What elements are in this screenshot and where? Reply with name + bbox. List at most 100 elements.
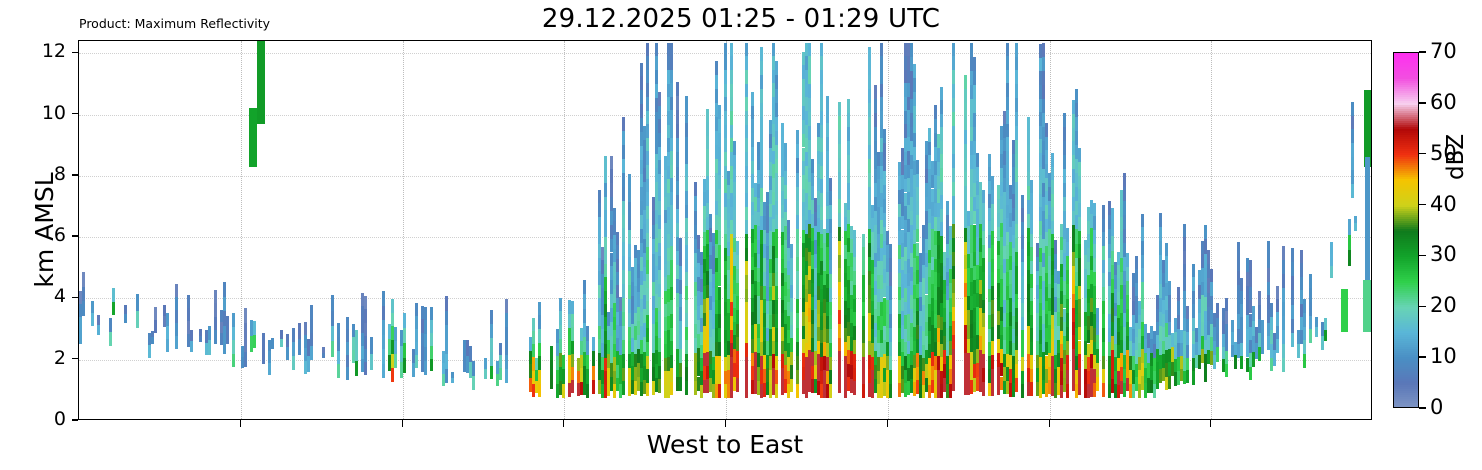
reflectivity-cell: [802, 120, 806, 134]
reflectivity-column: [1246, 258, 1250, 372]
reflectivity-cell: [898, 314, 902, 329]
reflectivity-cell: [1156, 308, 1160, 323]
reflectivity-cell: [670, 205, 674, 219]
reflectivity-cell: [1252, 321, 1256, 337]
reflectivity-cell: [1192, 277, 1196, 291]
reflectivity-cell: [1282, 358, 1286, 373]
colorbar-segment: [1394, 301, 1418, 304]
reflectivity-cell: [781, 286, 785, 300]
reflectivity-cell: [709, 227, 713, 242]
reflectivity-cell: [1027, 186, 1031, 201]
reflectivity-cell: [952, 335, 956, 350]
reflectivity-cell: [253, 334, 257, 349]
reflectivity-cell: [1045, 273, 1049, 288]
reflectivity-cell: [388, 323, 392, 340]
reflectivity-cell: [667, 83, 671, 98]
reflectivity-cell: [1165, 309, 1169, 324]
reflectivity-cell: [820, 247, 824, 262]
reflectivity-cell: [550, 360, 554, 375]
reflectivity-cell: [844, 300, 848, 315]
colorbar-segment: [1394, 53, 1418, 56]
reflectivity-cell: [706, 365, 710, 380]
reflectivity-cell: [937, 161, 941, 176]
reflectivity-cell: [886, 314, 890, 329]
reflectivity-cell: [730, 302, 734, 316]
reflectivity-cell: [1048, 187, 1052, 201]
reflectivity-cell: [904, 97, 908, 111]
reflectivity-cell: [634, 244, 638, 259]
reflectivity-cell: [745, 356, 749, 371]
reflectivity-cell: [718, 188, 722, 203]
reflectivity-cell: [298, 322, 302, 339]
reflectivity-cell: [499, 355, 503, 368]
reflectivity-cell: [871, 370, 875, 385]
reflectivity-cell: [724, 179, 728, 193]
reflectivity-cell: [1003, 178, 1007, 192]
reflectivity-cell: [1072, 252, 1076, 267]
reflectivity-cell: [1039, 370, 1043, 385]
reflectivity-cell: [664, 210, 668, 224]
reflectivity-cell: [1093, 258, 1097, 273]
colorbar-segment: [1394, 241, 1418, 244]
reflectivity-column: [1252, 305, 1256, 367]
reflectivity-cell: [1198, 270, 1202, 285]
reflectivity-cell: [973, 322, 977, 337]
reflectivity-cell: [901, 270, 905, 285]
reflectivity-cell: [727, 199, 731, 214]
reflectivity-cell: [847, 154, 851, 169]
reflectivity-cell: [715, 285, 719, 300]
reflectivity-column: [817, 123, 821, 396]
reflectivity-cell: [982, 258, 986, 273]
reflectivity-cell: [973, 224, 977, 239]
reflectivity-cell: [769, 356, 773, 371]
reflectivity-cell: [982, 272, 986, 286]
reflectivity-cell: [1258, 290, 1262, 305]
reflectivity-cell: [1132, 300, 1136, 315]
reflectivity-cell: [610, 307, 614, 322]
reflectivity-cell: [829, 301, 833, 316]
reflectivity-cell: [1051, 247, 1055, 262]
reflectivity-cell: [637, 250, 641, 265]
reflectivity-cell: [1168, 294, 1172, 309]
reflectivity-cell: [1111, 364, 1115, 379]
reflectivity-cell: [757, 310, 761, 325]
reflectivity-cell: [1138, 315, 1142, 329]
reflectivity-cell: [754, 225, 758, 240]
reflectivity-cell: [838, 296, 842, 310]
colorbar-segment: [1394, 65, 1418, 68]
reflectivity-cell: [616, 338, 620, 352]
reflectivity-column: [1117, 251, 1121, 398]
reflectivity-column: [280, 330, 284, 347]
reflectivity-cell: [1165, 296, 1169, 310]
reflectivity-cell: [685, 204, 689, 219]
reflectivity-column: [946, 201, 950, 398]
reflectivity-cell: [796, 299, 800, 314]
reflectivity-cell: [112, 301, 116, 316]
reflectivity-cell: [1027, 367, 1031, 382]
reflectivity-cell: [730, 315, 734, 330]
reflectivity-column: [997, 184, 1001, 396]
reflectivity-cell: [1204, 310, 1208, 326]
reflectivity-column: [463, 339, 467, 372]
reflectivity-cell: [931, 270, 935, 285]
reflectivity-cell: [1039, 166, 1043, 181]
reflectivity-cell: [1063, 294, 1067, 309]
reflectivity-cell: [1042, 225, 1046, 240]
reflectivity-cell: [1141, 349, 1145, 363]
reflectivity-cell: [1291, 304, 1295, 319]
reflectivity-cell: [1039, 221, 1043, 235]
reflectivity-cell: [1063, 238, 1067, 253]
reflectivity-cell: [940, 276, 944, 290]
reflectivity-cell: [1300, 303, 1304, 317]
reflectivity-cell: [868, 229, 872, 244]
reflectivity-cell: [976, 335, 980, 350]
reflectivity-column: [1090, 199, 1094, 397]
reflectivity-cell: [613, 316, 617, 331]
reflectivity-cell: [811, 379, 815, 394]
reflectivity-cell: [796, 313, 800, 328]
reflectivity-cell: [829, 342, 833, 357]
reflectivity-cell: [1126, 322, 1130, 337]
reflectivity-column: [1066, 227, 1070, 398]
reflectivity-cell: [601, 315, 605, 330]
